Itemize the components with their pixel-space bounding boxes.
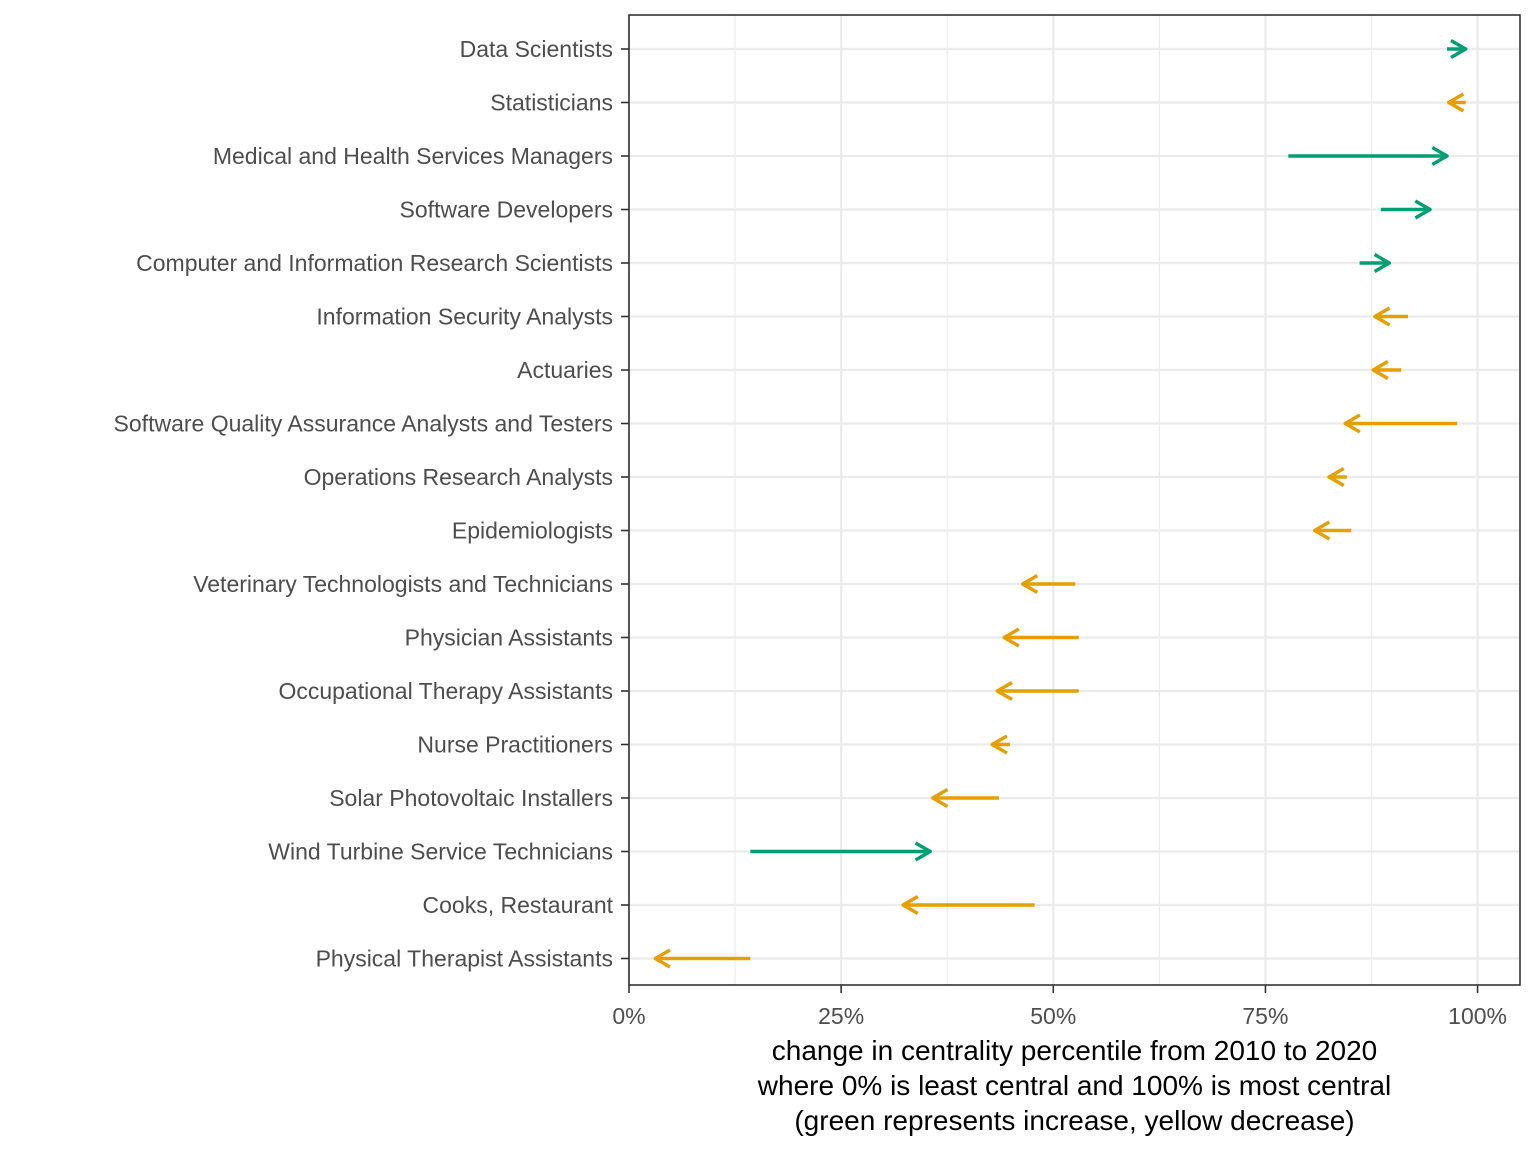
arrow-nurse-practitioners: [990, 734, 1011, 755]
arrow-head: [931, 788, 949, 808]
arrow-physician-assistants: [1002, 627, 1079, 648]
arrow-actuaries: [1371, 360, 1402, 380]
arrow-medical-and-health-services-managers: [1288, 146, 1449, 166]
arrow-software-developers: [1380, 199, 1432, 220]
y-tick-label-veterinary-technologists-and-technicians: Veterinary Technologists and Technicians: [193, 571, 613, 597]
x-tick-label: 50%: [1030, 1003, 1076, 1029]
x-axis-title: change in centrality percentile from 201…: [757, 1035, 1391, 1136]
y-tick-label-epidemiologists: Epidemiologists: [452, 518, 613, 544]
y-tick-label-nurse-practitioners: Nurse Practitioners: [417, 732, 613, 758]
axes-layer: Data Scientists Statisticians Medical and …: [114, 36, 1507, 1029]
y-tick-label-physician-assistants: Physician Assistants: [405, 625, 613, 651]
arrow-cooks-restaurant: [901, 895, 1035, 915]
arrow-head: [1002, 627, 1020, 648]
arrow-head: [1373, 253, 1392, 273]
arrow-statisticians: [1447, 92, 1466, 113]
arrow-head: [1312, 520, 1331, 541]
arrow-head: [1447, 92, 1465, 113]
arrow-head: [1373, 306, 1391, 327]
y-tick-label-software-developers: Software Developers: [400, 197, 614, 223]
arrow-head: [914, 841, 932, 862]
x-tick-label: 0%: [612, 1003, 645, 1029]
x-tick-label: 25%: [818, 1003, 864, 1029]
arrow-data-scientists: [1447, 39, 1468, 59]
y-tick-label-data-scientists: Data Scientists: [460, 36, 613, 62]
y-tick-label-solar-photovoltaic-installers: Solar Photovoltaic Installers: [329, 785, 613, 811]
y-tick-label-wind-turbine-service-technicians: Wind Turbine Service Technicians: [268, 839, 613, 865]
arrow-wind-turbine-service-technicians: [750, 841, 932, 862]
arrow-information-security-analysts: [1373, 306, 1408, 327]
y-tick-label-physical-therapist-assistants: Physical Therapist Assistants: [316, 946, 613, 972]
y-tick-label-occupational-therapy-assistants: Occupational Therapy Assistants: [278, 678, 613, 704]
arrow-head: [995, 681, 1013, 701]
arrow-head: [1431, 146, 1449, 166]
panel-border: [628, 14, 1521, 986]
y-tick-label-operations-research-analysts: Operations Research Analysts: [304, 464, 613, 490]
arrow-computer-and-information-research-scientists: [1359, 253, 1392, 273]
arrow-physical-therapist-assistants: [653, 948, 751, 969]
arrow-veterinary-technologists-and-technicians: [1021, 574, 1076, 594]
y-tick-label-software-quality-assurance-analysts-and-testers: Software Quality Assurance Analysts and …: [114, 411, 613, 437]
arrows-layer: [653, 39, 1468, 969]
arrow-head: [1414, 199, 1432, 220]
arrow-occupational-therapy-assistants: [995, 681, 1079, 701]
arrow-head: [1021, 574, 1039, 594]
x-tick-label: 75%: [1242, 1003, 1288, 1029]
arrow-operations-research-analysts: [1327, 467, 1347, 487]
arrow-head: [990, 734, 1008, 755]
arrow-software-quality-assurance-analysts-and-testers: [1343, 413, 1458, 434]
y-tick-label-statisticians: Statisticians: [490, 90, 613, 116]
y-tick-label-information-security-analysts: Information Security Analysts: [316, 304, 613, 330]
x-axis-title-line-1: change in centrality percentile from 201…: [772, 1035, 1378, 1066]
y-tick-label-medical-and-health-services-managers: Medical and Health Services Managers: [213, 143, 613, 169]
arrow-head: [1343, 413, 1361, 434]
arrow-solar-photovoltaic-installers: [931, 788, 999, 808]
arrow-head: [1371, 360, 1389, 380]
x-axis-title-line-3: (green represents increase, yellow decre…: [794, 1105, 1354, 1136]
y-tick-label-computer-and-information-research-scientists: Computer and Information Research Scient…: [136, 250, 613, 276]
arrow-head: [653, 948, 671, 969]
y-tick-label-actuaries: Actuaries: [517, 357, 613, 383]
arrow-head: [1450, 39, 1468, 59]
arrow-epidemiologists: [1312, 520, 1352, 541]
x-axis-title-line-2: where 0% is least central and 100% is mo…: [757, 1070, 1391, 1101]
plot-background: [629, 15, 1520, 985]
y-tick-label-cooks-restaurant: Cooks, Restaurant: [423, 892, 614, 918]
arrow-head: [1327, 467, 1345, 487]
x-tick-label: 100%: [1448, 1003, 1507, 1029]
arrow-head: [901, 895, 919, 915]
